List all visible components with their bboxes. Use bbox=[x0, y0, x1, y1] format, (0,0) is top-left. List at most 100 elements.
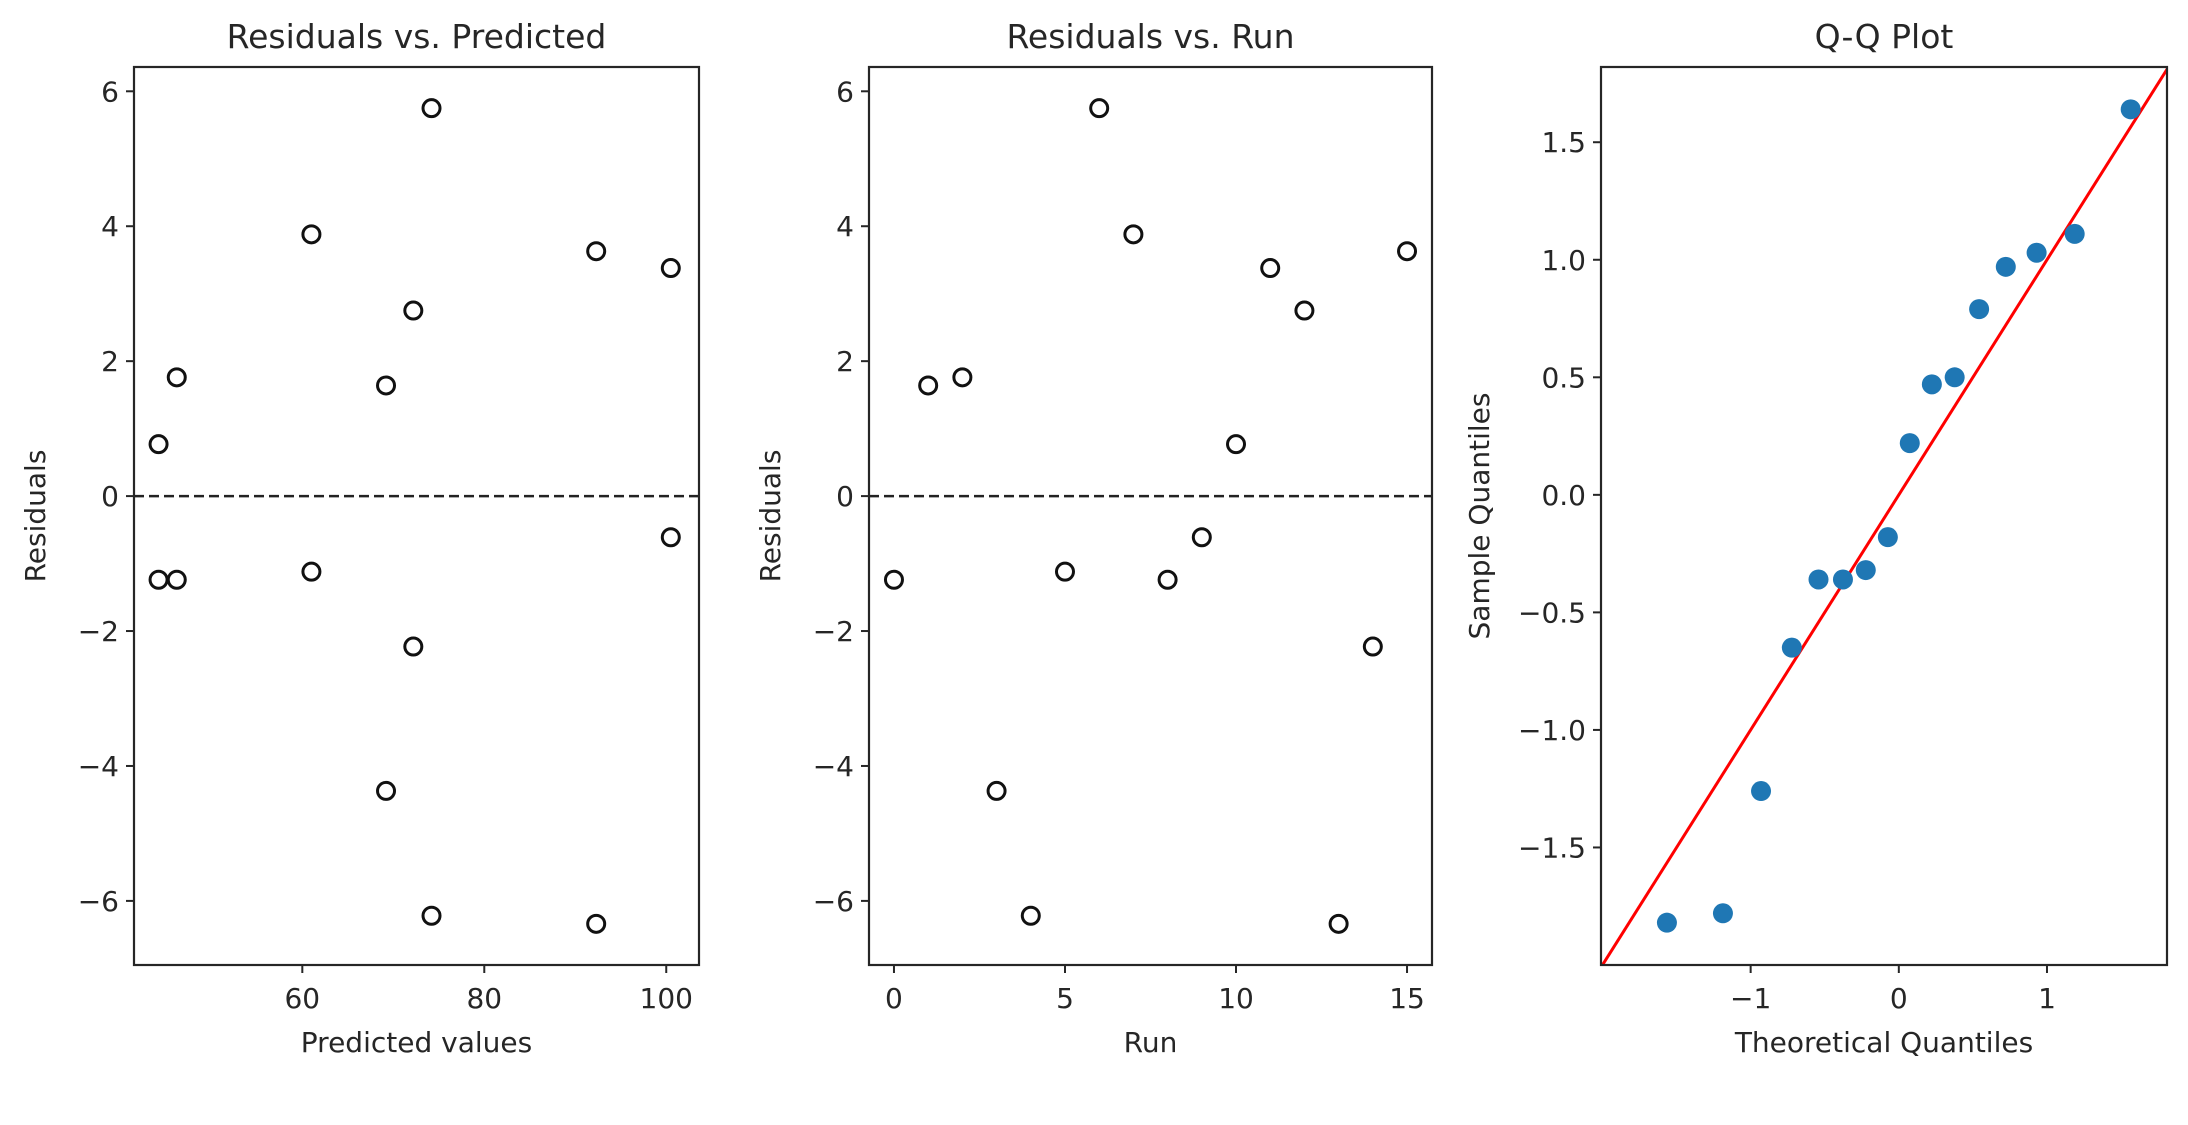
chart-title: Residuals vs. Predicted bbox=[227, 17, 607, 56]
x-tick-label: 5 bbox=[1056, 982, 1074, 1015]
subplot-qq-plot: Q-Q Plot Theoretical Quantiles Sample Qu… bbox=[1463, 17, 2169, 1059]
y-tick-label: −6 bbox=[78, 885, 119, 918]
data-point bbox=[586, 913, 607, 934]
data-point bbox=[918, 375, 939, 396]
data-point bbox=[660, 527, 681, 548]
x-tick-label: 15 bbox=[1389, 982, 1425, 1015]
data-point bbox=[2120, 99, 2141, 120]
y-tick-label: 1.5 bbox=[1541, 126, 1586, 159]
y-axis-label: Residuals bbox=[754, 450, 787, 583]
data-point bbox=[1191, 527, 1212, 548]
y-tick-label: 6 bbox=[101, 75, 119, 108]
data-point bbox=[1656, 912, 1677, 933]
data-point bbox=[421, 98, 442, 119]
data-point bbox=[421, 905, 442, 926]
data-point bbox=[586, 241, 607, 262]
data-layer bbox=[869, 98, 1432, 934]
data-point bbox=[1899, 433, 1920, 454]
data-point bbox=[1397, 241, 1418, 262]
x-axis-label: Predicted values bbox=[301, 1026, 532, 1059]
data-layer bbox=[134, 98, 699, 934]
y-tick-label: −1.0 bbox=[1518, 714, 1586, 747]
data-layer bbox=[1601, 67, 2167, 965]
data-point bbox=[1157, 569, 1178, 590]
y-tick-label: 1.0 bbox=[1541, 244, 1586, 277]
data-point bbox=[1260, 258, 1281, 279]
data-point bbox=[166, 569, 187, 590]
y-tick-label: −4 bbox=[78, 750, 119, 783]
x-tick-label: 10 bbox=[1218, 982, 1254, 1015]
data-point bbox=[1123, 224, 1144, 245]
chart-title: Q-Q Plot bbox=[1815, 17, 1954, 56]
data-point bbox=[166, 367, 187, 388]
data-point bbox=[148, 569, 169, 590]
x-axis-label: Run bbox=[1124, 1026, 1178, 1059]
y-tick-label: 6 bbox=[836, 75, 854, 108]
y-tick-label: −6 bbox=[813, 885, 854, 918]
data-point bbox=[403, 300, 424, 321]
y-tick-label: 2 bbox=[101, 345, 119, 378]
data-point bbox=[1944, 367, 1965, 388]
data-point bbox=[660, 258, 681, 279]
axes-frame bbox=[867, 65, 1434, 967]
subplot-residuals-vs-predicted: Residuals vs. Predicted Predicted values… bbox=[19, 17, 701, 1059]
x-tick-label: 80 bbox=[466, 982, 502, 1015]
data-point bbox=[1362, 636, 1383, 657]
plot-area: 60 80 100 −6 −4 −2 0 2 4 6 bbox=[78, 65, 701, 1015]
data-point bbox=[1921, 374, 1942, 395]
y-tick-label: −0.5 bbox=[1518, 596, 1586, 629]
y-tick-label: −2 bbox=[813, 615, 854, 648]
data-point bbox=[952, 367, 973, 388]
data-point bbox=[301, 561, 322, 582]
data-point bbox=[1855, 560, 1876, 581]
y-tick-label: 2 bbox=[836, 345, 854, 378]
data-point bbox=[1969, 299, 1990, 320]
chart-title: Residuals vs. Run bbox=[1006, 17, 1294, 56]
data-point bbox=[2064, 223, 2085, 244]
plot-area: 0 5 10 15 −6 −4 −2 0 2 4 6 bbox=[813, 65, 1434, 1015]
x-tick-label: −1 bbox=[1730, 982, 1771, 1015]
x-tick-label: 0 bbox=[885, 982, 903, 1015]
data-point bbox=[1808, 569, 1829, 590]
axes-frame bbox=[132, 65, 701, 967]
data-point bbox=[1328, 913, 1349, 934]
qq-reference-line bbox=[1601, 67, 2167, 965]
y-tick-label: 0 bbox=[101, 480, 119, 513]
data-point bbox=[883, 569, 904, 590]
subplot-residuals-vs-run: Residuals vs. Run Run Residuals 0 5 10 15 −6… bbox=[754, 17, 1434, 1059]
axes-frame bbox=[1599, 65, 2169, 967]
data-point bbox=[1226, 434, 1247, 455]
y-axis-label: Residuals bbox=[19, 450, 52, 583]
y-tick-label: 0 bbox=[836, 480, 854, 513]
data-point bbox=[1781, 637, 1802, 658]
y-tick-label: −2 bbox=[78, 615, 119, 648]
plot-area: −1 0 1 −1.5 −1.0 −0.5 0.0 0.5 1.0 1.5 bbox=[1518, 65, 2169, 1015]
data-point bbox=[376, 780, 397, 801]
data-point bbox=[148, 434, 169, 455]
x-axis-label: Theoretical Quantiles bbox=[1734, 1026, 2033, 1059]
y-tick-label: 4 bbox=[101, 210, 119, 243]
y-tick-label: −1.5 bbox=[1518, 831, 1586, 864]
data-point bbox=[1089, 98, 1110, 119]
y-tick-label: 4 bbox=[836, 210, 854, 243]
data-point bbox=[1054, 561, 1075, 582]
data-point bbox=[1751, 781, 1772, 802]
data-point bbox=[1294, 300, 1315, 321]
y-tick-label: −4 bbox=[813, 750, 854, 783]
data-point bbox=[1712, 903, 1733, 924]
data-point bbox=[376, 375, 397, 396]
data-point bbox=[2026, 242, 2047, 263]
x-tick-label: 0 bbox=[1890, 982, 1908, 1015]
y-axis-label: Sample Quantiles bbox=[1463, 393, 1496, 640]
data-point bbox=[986, 780, 1007, 801]
data-point bbox=[1020, 905, 1041, 926]
x-tick-label: 1 bbox=[2038, 982, 2056, 1015]
data-point bbox=[301, 224, 322, 245]
data-point bbox=[1995, 256, 2016, 277]
data-point bbox=[1832, 569, 1853, 590]
y-tick-label: 0.0 bbox=[1541, 479, 1586, 512]
data-point bbox=[1877, 527, 1898, 548]
data-point bbox=[403, 636, 424, 657]
